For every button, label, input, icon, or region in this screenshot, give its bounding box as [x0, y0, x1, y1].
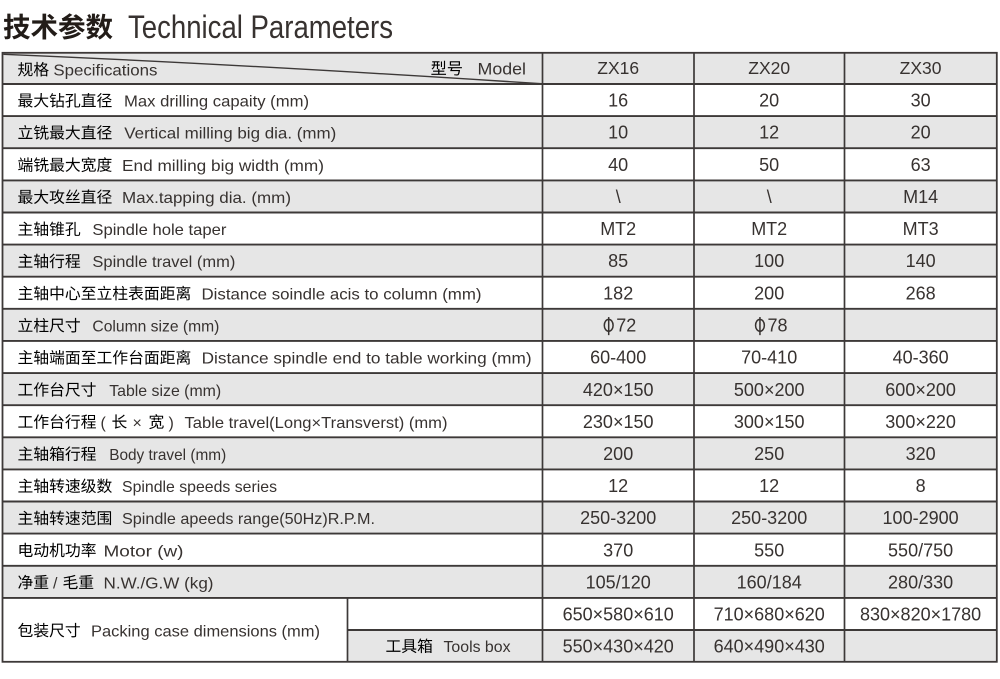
svg-text:230×150: 230×150: [583, 412, 654, 432]
svg-text:550/750: 550/750: [888, 540, 953, 560]
svg-text:12: 12: [759, 476, 779, 496]
svg-text:ZX16: ZX16: [597, 58, 639, 78]
svg-text:M14: M14: [903, 187, 938, 207]
svg-text:268: 268: [906, 283, 936, 303]
svg-text:Column size (mm): Column size (mm): [92, 319, 219, 336]
svg-text:10: 10: [608, 123, 628, 143]
svg-text:30: 30: [911, 91, 931, 111]
svg-text:830×820×1780: 830×820×1780: [860, 605, 981, 625]
svg-text:Model: Model: [478, 61, 527, 79]
svg-text:Packing case dimensions (mm): Packing case dimensions (mm): [91, 623, 320, 640]
svg-text:85: 85: [608, 251, 628, 271]
svg-text:ZX20: ZX20: [748, 58, 790, 78]
svg-text:40-360: 40-360: [893, 348, 949, 368]
svg-text:280/330: 280/330: [888, 572, 953, 592]
svg-text:105/120: 105/120: [586, 572, 651, 592]
svg-text:60-400: 60-400: [590, 348, 646, 368]
svg-text:20: 20: [759, 91, 779, 111]
svg-text:Spindle travel (mm): Spindle travel (mm): [92, 254, 235, 271]
svg-text:Spindle apeeds range(50Hz)R.P.: Spindle apeeds range(50Hz)R.P.M.: [122, 511, 375, 528]
svg-text:MT2: MT2: [600, 219, 636, 239]
svg-text:370: 370: [603, 540, 633, 560]
svg-text:Distance spindle end to table: Distance spindle end to table working (m…: [202, 351, 532, 368]
svg-text:Specifications: Specifications: [53, 63, 157, 80]
svg-text:500×200: 500×200: [734, 380, 805, 400]
svg-text:550×430×420: 550×430×420: [563, 637, 674, 657]
svg-text:650×580×610: 650×580×610: [563, 605, 674, 625]
svg-text:250-3200: 250-3200: [731, 508, 807, 528]
svg-text:40: 40: [608, 155, 628, 175]
svg-text:16: 16: [608, 91, 628, 111]
svg-text:12: 12: [608, 476, 628, 496]
svg-text:300×150: 300×150: [734, 412, 805, 432]
svg-text:ZX30: ZX30: [900, 58, 942, 78]
svg-text:MT3: MT3: [903, 219, 939, 239]
svg-text:550: 550: [754, 540, 784, 560]
svg-text:600×200: 600×200: [885, 380, 956, 400]
svg-text:Distance soindle acis to colum: Distance soindle acis to column (mm): [202, 286, 482, 303]
svg-text:Spindle hole taper: Spindle hole taper: [92, 222, 227, 239]
svg-text:710×680×620: 710×680×620: [714, 605, 825, 625]
svg-text:End milling big width (mm): End milling big width (mm): [122, 158, 324, 175]
svg-text:250: 250: [754, 444, 784, 464]
svg-text:MT2: MT2: [751, 219, 787, 239]
svg-text:72: 72: [616, 316, 636, 336]
svg-text:20: 20: [911, 123, 931, 143]
svg-text:Table travel(Long×Transverst): Table travel(Long×Transverst) (mm): [185, 415, 448, 432]
svg-text:N.W./G.W (kg): N.W./G.W (kg): [104, 575, 214, 592]
svg-text:Max drilling capaity (mm): Max drilling capaity (mm): [124, 94, 309, 111]
svg-text:Motor (w): Motor (w): [104, 543, 184, 560]
svg-text:(: (: [101, 415, 107, 432]
svg-text:Spindle speeds series: Spindle speeds series: [122, 479, 277, 496]
svg-text:420×150: 420×150: [583, 380, 654, 400]
svg-text:100-2900: 100-2900: [883, 508, 959, 528]
svg-text:Table size (mm): Table size (mm): [109, 383, 221, 400]
svg-text:Vertical milling big dia. (mm): Vertical milling big dia. (mm): [124, 126, 336, 143]
svg-text:Technical Parameters: Technical Parameters: [128, 9, 393, 45]
svg-text:300×220: 300×220: [885, 412, 956, 432]
svg-text:8: 8: [916, 476, 926, 496]
svg-text:140: 140: [906, 251, 936, 271]
svg-text:12: 12: [759, 123, 779, 143]
svg-text:250-3200: 250-3200: [580, 508, 656, 528]
svg-text:100: 100: [754, 251, 784, 271]
svg-text:200: 200: [603, 444, 633, 464]
svg-text:160/184: 160/184: [737, 572, 802, 592]
svg-text:\: \: [616, 187, 621, 207]
svg-text:×: ×: [133, 415, 142, 432]
svg-text:182: 182: [603, 283, 633, 303]
svg-text:Max.tapping dia. (mm): Max.tapping dia. (mm): [122, 190, 291, 207]
svg-text:78: 78: [768, 316, 788, 336]
svg-text:): ): [169, 415, 174, 432]
svg-text:/: /: [53, 575, 58, 592]
svg-text:200: 200: [754, 283, 784, 303]
svg-text:Body travel (mm): Body travel (mm): [109, 447, 226, 464]
svg-text:640×490×430: 640×490×430: [714, 637, 825, 657]
svg-text:Tools box: Tools box: [444, 639, 511, 656]
svg-text:50: 50: [759, 155, 779, 175]
svg-text:63: 63: [911, 155, 931, 175]
svg-text:320: 320: [906, 444, 936, 464]
svg-text:70-410: 70-410: [741, 348, 797, 368]
svg-text:\: \: [767, 187, 772, 207]
